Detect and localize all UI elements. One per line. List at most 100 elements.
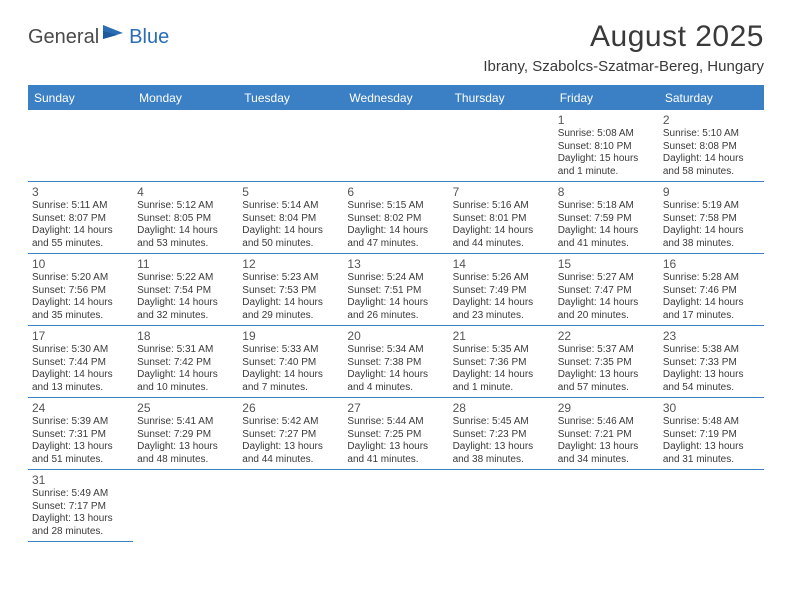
calendar-cell: 1Sunrise: 5:08 AMSunset: 8:10 PMDaylight… <box>554 110 659 181</box>
calendar-cell: 18Sunrise: 5:31 AMSunset: 7:42 PMDayligh… <box>133 326 238 397</box>
sunrise-text: Sunrise: 5:44 AM <box>347 416 444 429</box>
day-number: 25 <box>137 401 234 416</box>
calendar-cell: 31Sunrise: 5:49 AMSunset: 7:17 PMDayligh… <box>28 470 133 542</box>
sunrise-text: Sunrise: 5:35 AM <box>453 344 550 357</box>
calendar-cell: 5Sunrise: 5:14 AMSunset: 8:04 PMDaylight… <box>238 182 343 253</box>
daylight-text: Daylight: 13 hours and 51 minutes. <box>32 441 129 466</box>
calendar-cell-empty <box>659 470 764 542</box>
sunset-text: Sunset: 7:51 PM <box>347 285 444 298</box>
location-text: Ibrany, Szabolcs-Szatmar-Bereg, Hungary <box>483 58 764 75</box>
calendar-cell: 29Sunrise: 5:46 AMSunset: 7:21 PMDayligh… <box>554 398 659 469</box>
sunrise-text: Sunrise: 5:39 AM <box>32 416 129 429</box>
daylight-text: Daylight: 14 hours and 32 minutes. <box>137 297 234 322</box>
daylight-text: Daylight: 14 hours and 47 minutes. <box>347 225 444 250</box>
sunrise-text: Sunrise: 5:42 AM <box>242 416 339 429</box>
header: General Blue August 2025 Ibrany, Szabolc… <box>0 0 792 79</box>
calendar-cell: 13Sunrise: 5:24 AMSunset: 7:51 PMDayligh… <box>343 254 448 325</box>
sunrise-text: Sunrise: 5:16 AM <box>453 200 550 213</box>
sunset-text: Sunset: 7:47 PM <box>558 285 655 298</box>
sunset-text: Sunset: 7:38 PM <box>347 357 444 370</box>
daylight-text: Daylight: 14 hours and 53 minutes. <box>137 225 234 250</box>
day-number: 29 <box>558 401 655 416</box>
daylight-text: Daylight: 13 hours and 48 minutes. <box>137 441 234 466</box>
daylight-text: Daylight: 13 hours and 57 minutes. <box>558 369 655 394</box>
sunset-text: Sunset: 7:42 PM <box>137 357 234 370</box>
sunrise-text: Sunrise: 5:14 AM <box>242 200 339 213</box>
daylight-text: Daylight: 13 hours and 54 minutes. <box>663 369 760 394</box>
sunset-text: Sunset: 7:46 PM <box>663 285 760 298</box>
calendar-cell-empty <box>133 110 238 181</box>
day-number: 27 <box>347 401 444 416</box>
calendar-cell-empty <box>238 110 343 181</box>
sunrise-text: Sunrise: 5:19 AM <box>663 200 760 213</box>
day-number: 16 <box>663 257 760 272</box>
calendar-cell: 21Sunrise: 5:35 AMSunset: 7:36 PMDayligh… <box>449 326 554 397</box>
calendar-cell: 14Sunrise: 5:26 AMSunset: 7:49 PMDayligh… <box>449 254 554 325</box>
calendar-cell: 30Sunrise: 5:48 AMSunset: 7:19 PMDayligh… <box>659 398 764 469</box>
calendar-row: 10Sunrise: 5:20 AMSunset: 7:56 PMDayligh… <box>28 254 764 326</box>
day-number: 11 <box>137 257 234 272</box>
sunrise-text: Sunrise: 5:34 AM <box>347 344 444 357</box>
calendar-cell: 23Sunrise: 5:38 AMSunset: 7:33 PMDayligh… <box>659 326 764 397</box>
calendar-cell: 25Sunrise: 5:41 AMSunset: 7:29 PMDayligh… <box>133 398 238 469</box>
calendar-cell: 15Sunrise: 5:27 AMSunset: 7:47 PMDayligh… <box>554 254 659 325</box>
calendar-cell: 26Sunrise: 5:42 AMSunset: 7:27 PMDayligh… <box>238 398 343 469</box>
day-number: 10 <box>32 257 129 272</box>
calendar-header-row: SundayMondayTuesdayWednesdayThursdayFrid… <box>28 87 764 110</box>
daylight-text: Daylight: 13 hours and 28 minutes. <box>32 513 129 538</box>
sunrise-text: Sunrise: 5:48 AM <box>663 416 760 429</box>
daylight-text: Daylight: 14 hours and 20 minutes. <box>558 297 655 322</box>
sunrise-text: Sunrise: 5:46 AM <box>558 416 655 429</box>
calendar-header-cell: Sunday <box>28 87 133 110</box>
sunrise-text: Sunrise: 5:23 AM <box>242 272 339 285</box>
daylight-text: Daylight: 13 hours and 38 minutes. <box>453 441 550 466</box>
sunset-text: Sunset: 8:07 PM <box>32 213 129 226</box>
sunrise-text: Sunrise: 5:26 AM <box>453 272 550 285</box>
daylight-text: Daylight: 14 hours and 50 minutes. <box>242 225 339 250</box>
sunset-text: Sunset: 8:10 PM <box>558 141 655 154</box>
calendar-cell-empty <box>238 470 343 542</box>
day-number: 9 <box>663 185 760 200</box>
calendar-cell: 9Sunrise: 5:19 AMSunset: 7:58 PMDaylight… <box>659 182 764 253</box>
daylight-text: Daylight: 14 hours and 55 minutes. <box>32 225 129 250</box>
day-number: 6 <box>347 185 444 200</box>
calendar-cell: 22Sunrise: 5:37 AMSunset: 7:35 PMDayligh… <box>554 326 659 397</box>
daylight-text: Daylight: 14 hours and 29 minutes. <box>242 297 339 322</box>
logo-text-general: General <box>28 26 99 49</box>
calendar-cell: 6Sunrise: 5:15 AMSunset: 8:02 PMDaylight… <box>343 182 448 253</box>
sunrise-text: Sunrise: 5:08 AM <box>558 128 655 141</box>
calendar-cell: 2Sunrise: 5:10 AMSunset: 8:08 PMDaylight… <box>659 110 764 181</box>
sunrise-text: Sunrise: 5:24 AM <box>347 272 444 285</box>
sunrise-text: Sunrise: 5:12 AM <box>137 200 234 213</box>
day-number: 1 <box>558 113 655 128</box>
calendar-row: 17Sunrise: 5:30 AMSunset: 7:44 PMDayligh… <box>28 326 764 398</box>
sunset-text: Sunset: 8:04 PM <box>242 213 339 226</box>
sunset-text: Sunset: 7:35 PM <box>558 357 655 370</box>
sunrise-text: Sunrise: 5:41 AM <box>137 416 234 429</box>
daylight-text: Daylight: 14 hours and 1 minute. <box>453 369 550 394</box>
sunrise-text: Sunrise: 5:45 AM <box>453 416 550 429</box>
day-number: 14 <box>453 257 550 272</box>
calendar-cell: 16Sunrise: 5:28 AMSunset: 7:46 PMDayligh… <box>659 254 764 325</box>
sunset-text: Sunset: 7:40 PM <box>242 357 339 370</box>
daylight-text: Daylight: 14 hours and 38 minutes. <box>663 225 760 250</box>
sunset-text: Sunset: 7:36 PM <box>453 357 550 370</box>
sunset-text: Sunset: 8:05 PM <box>137 213 234 226</box>
daylight-text: Daylight: 13 hours and 44 minutes. <box>242 441 339 466</box>
sunset-text: Sunset: 8:08 PM <box>663 141 760 154</box>
sunset-text: Sunset: 7:33 PM <box>663 357 760 370</box>
calendar-cell: 24Sunrise: 5:39 AMSunset: 7:31 PMDayligh… <box>28 398 133 469</box>
day-number: 3 <box>32 185 129 200</box>
day-number: 2 <box>663 113 760 128</box>
sunrise-text: Sunrise: 5:27 AM <box>558 272 655 285</box>
sunset-text: Sunset: 7:44 PM <box>32 357 129 370</box>
sunrise-text: Sunrise: 5:22 AM <box>137 272 234 285</box>
sunrise-text: Sunrise: 5:20 AM <box>32 272 129 285</box>
sunset-text: Sunset: 8:02 PM <box>347 213 444 226</box>
calendar-cell: 19Sunrise: 5:33 AMSunset: 7:40 PMDayligh… <box>238 326 343 397</box>
sunset-text: Sunset: 7:25 PM <box>347 429 444 442</box>
calendar-cell: 4Sunrise: 5:12 AMSunset: 8:05 PMDaylight… <box>133 182 238 253</box>
calendar-header-cell: Monday <box>133 87 238 110</box>
sunrise-text: Sunrise: 5:49 AM <box>32 488 129 501</box>
day-number: 19 <box>242 329 339 344</box>
